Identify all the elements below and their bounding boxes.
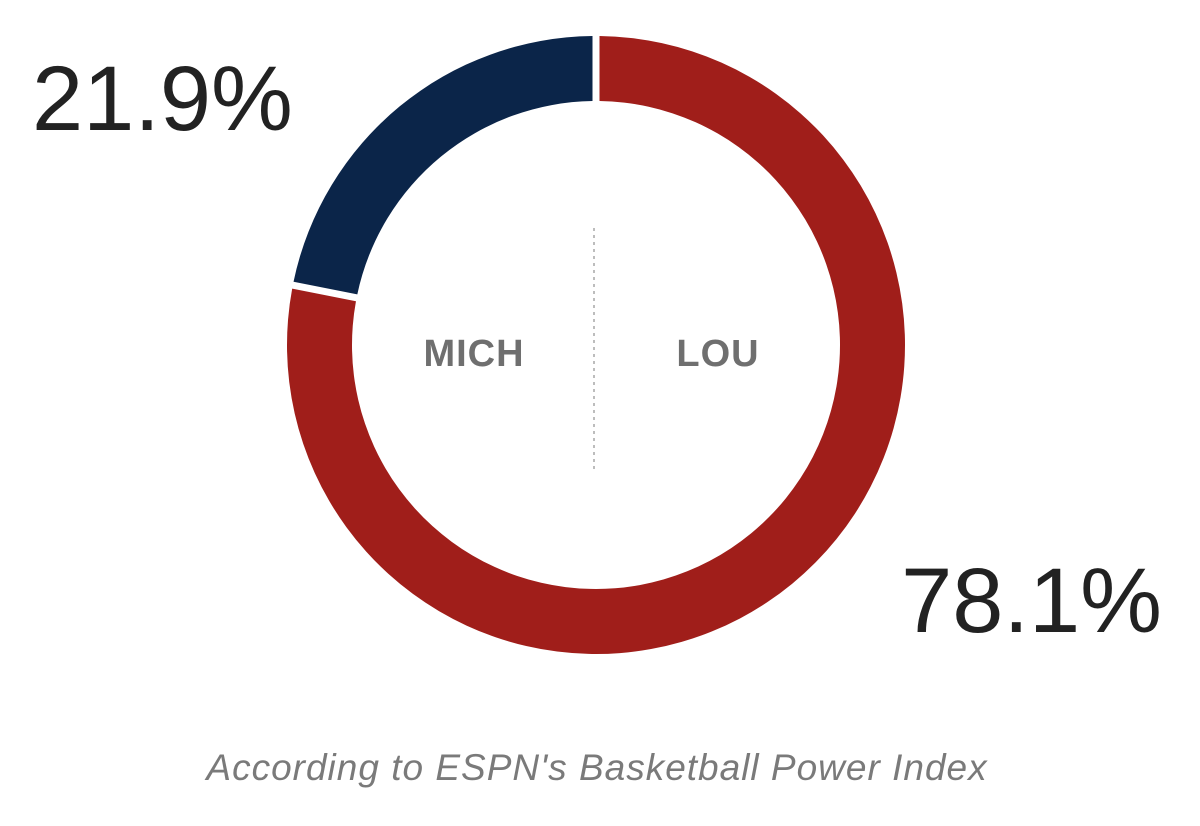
chart-caption: According to ESPN's Basketball Power Ind…	[204, 747, 988, 788]
percent-label-lou: 78.1%	[901, 550, 1162, 652]
donut-slices	[287, 36, 905, 654]
donut-slice-mich	[293, 36, 593, 295]
percent-label-mich: 21.9%	[32, 48, 293, 150]
team-label-lou: LOU	[676, 333, 759, 375]
team-label-mich: MICH	[423, 333, 524, 375]
